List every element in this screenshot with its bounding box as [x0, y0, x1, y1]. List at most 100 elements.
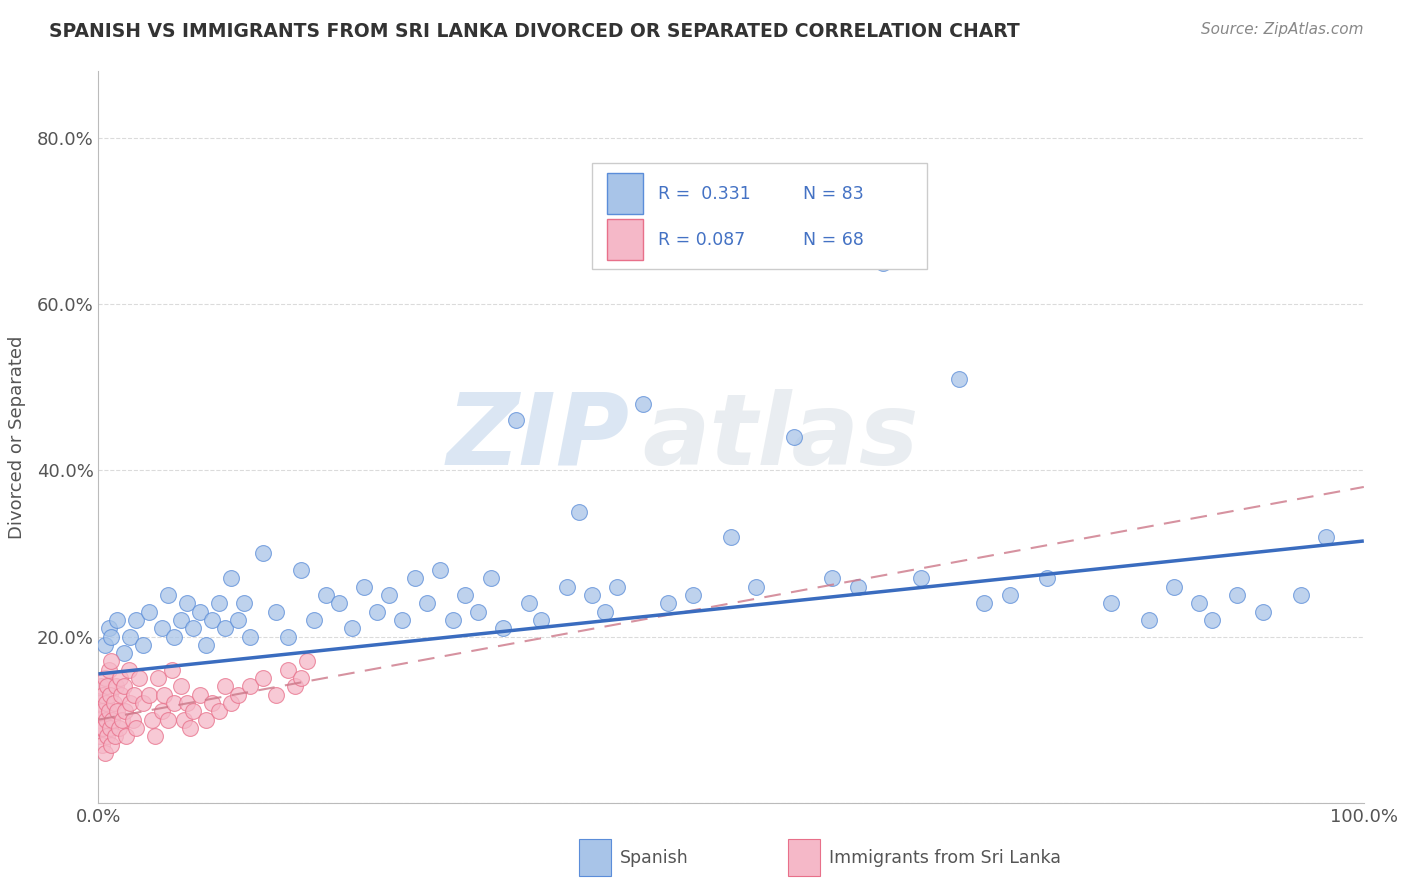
Point [1036, 571, 1059, 585]
Point [277, 630, 299, 644]
Point [201, 696, 224, 710]
Point [120, 630, 141, 644]
Point [846, 580, 869, 594]
Point [948, 372, 970, 386]
Point [89, 729, 111, 743]
Point [378, 588, 401, 602]
Point [91, 705, 114, 719]
Point [169, 613, 191, 627]
Point [146, 671, 169, 685]
Text: Source: ZipAtlas.com: Source: ZipAtlas.com [1201, 22, 1364, 37]
Point [93, 688, 115, 702]
Point [302, 613, 325, 627]
Bar [607, 173, 643, 213]
Point [105, 680, 128, 694]
Point [138, 688, 160, 702]
Text: Spanish: Spanish [620, 848, 689, 867]
Text: N = 68: N = 68 [803, 231, 865, 249]
Bar [579, 839, 610, 876]
Point [208, 705, 231, 719]
Point [416, 596, 439, 610]
Point [353, 580, 375, 594]
Point [233, 596, 256, 610]
Point [479, 571, 502, 585]
Point [1226, 588, 1249, 602]
Point [441, 613, 464, 627]
Point [391, 613, 413, 627]
Point [1289, 588, 1312, 602]
Point [90, 721, 112, 735]
Point [606, 580, 628, 594]
Point [505, 413, 527, 427]
Point [107, 705, 129, 719]
Point [89, 696, 111, 710]
Bar [789, 839, 820, 876]
Point [998, 588, 1021, 602]
Point [90, 680, 112, 694]
Point [112, 646, 135, 660]
Point [114, 705, 136, 719]
Point [93, 638, 117, 652]
Text: SPANISH VS IMMIGRANTS FROM SRI LANKA DIVORCED OR SEPARATED CORRELATION CHART: SPANISH VS IMMIGRANTS FROM SRI LANKA DIV… [49, 22, 1019, 41]
Point [366, 605, 388, 619]
Point [107, 613, 129, 627]
Point [94, 696, 117, 710]
Point [96, 729, 118, 743]
Point [555, 580, 578, 594]
Point [107, 721, 129, 735]
Point [150, 621, 173, 635]
Point [530, 613, 553, 627]
Point [179, 721, 201, 735]
Point [284, 680, 307, 694]
Point [467, 605, 489, 619]
Point [1251, 605, 1274, 619]
Point [141, 713, 163, 727]
Point [277, 663, 299, 677]
Point [120, 696, 141, 710]
Point [208, 596, 231, 610]
Point [93, 746, 117, 760]
Point [404, 571, 426, 585]
Point [783, 430, 806, 444]
Point [290, 563, 312, 577]
Point [176, 696, 198, 710]
Point [340, 621, 363, 635]
Point [98, 721, 121, 735]
Point [226, 613, 249, 627]
Point [115, 729, 138, 743]
Point [125, 613, 148, 627]
Point [145, 729, 166, 743]
Point [454, 588, 477, 602]
Point [87, 713, 110, 727]
Point [581, 588, 603, 602]
Point [118, 663, 141, 677]
Text: R = 0.087: R = 0.087 [658, 231, 745, 249]
Point [93, 671, 117, 685]
Point [1099, 596, 1122, 610]
Point [101, 713, 124, 727]
Point [183, 621, 205, 635]
Point [163, 630, 186, 644]
Point [492, 621, 515, 635]
Point [297, 655, 319, 669]
Point [910, 571, 932, 585]
Point [94, 713, 117, 727]
Point [125, 721, 148, 735]
Point [1201, 613, 1223, 627]
Point [132, 696, 155, 710]
Point [315, 588, 337, 602]
Point [97, 663, 120, 677]
Point [122, 688, 145, 702]
Point [194, 638, 218, 652]
Point [682, 588, 704, 602]
Point [157, 588, 180, 602]
Point [121, 713, 143, 727]
Text: R =  0.331: R = 0.331 [658, 185, 751, 202]
Text: ZIP: ZIP [447, 389, 630, 485]
Point [226, 688, 249, 702]
Point [93, 721, 115, 735]
Point [973, 596, 995, 610]
Point [517, 596, 540, 610]
Point [264, 605, 287, 619]
Point [96, 680, 118, 694]
